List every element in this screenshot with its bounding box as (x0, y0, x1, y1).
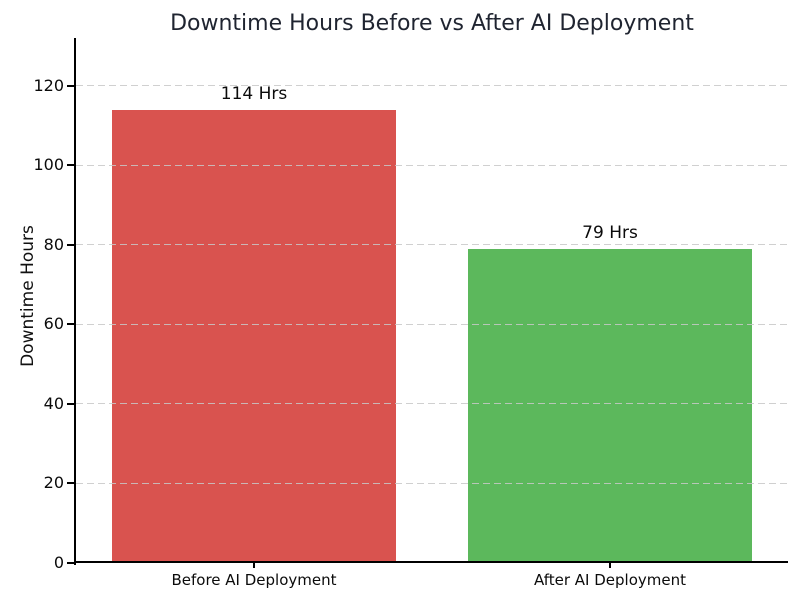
x-tick-mark (609, 563, 611, 568)
gridline (76, 323, 788, 325)
x-axis-spine (74, 561, 788, 563)
x-tick-label: Before AI Deployment (171, 571, 337, 589)
gridline (76, 85, 788, 87)
plot-area: 114 Hrs 79 Hrs (76, 38, 788, 563)
gridline (76, 164, 788, 166)
y-tick-label: 80 (43, 234, 64, 254)
gridline (76, 403, 788, 405)
y-tick-label: 40 (43, 393, 64, 413)
x-tick-label: After AI Deployment (534, 571, 686, 589)
y-tick-mark (67, 323, 74, 326)
chart-title: Downtime Hours Before vs After AI Deploy… (170, 11, 694, 36)
y-tick-label: 120 (33, 75, 64, 95)
gridline (76, 244, 788, 246)
bar-value-label: 79 Hrs (582, 222, 638, 243)
y-tick-mark (67, 243, 74, 246)
bar-before-ai-deployment (111, 109, 397, 563)
y-tick-mark (67, 164, 74, 167)
y-tick-mark (67, 482, 74, 485)
y-tick-label: 100 (33, 155, 64, 175)
y-axis-spine (74, 38, 76, 565)
y-tick-mark (67, 562, 74, 564)
gridline (76, 482, 788, 484)
bar-value-label: 114 Hrs (220, 83, 288, 104)
y-tick-mark (67, 84, 74, 87)
x-tick-mark (253, 563, 255, 568)
bar-after-ai-deployment (467, 248, 753, 563)
y-tick-label: 20 (43, 473, 64, 493)
y-tick-label: 60 (43, 314, 64, 334)
y-tick-mark (67, 402, 74, 405)
y-tick-label: 0 (53, 553, 64, 572)
